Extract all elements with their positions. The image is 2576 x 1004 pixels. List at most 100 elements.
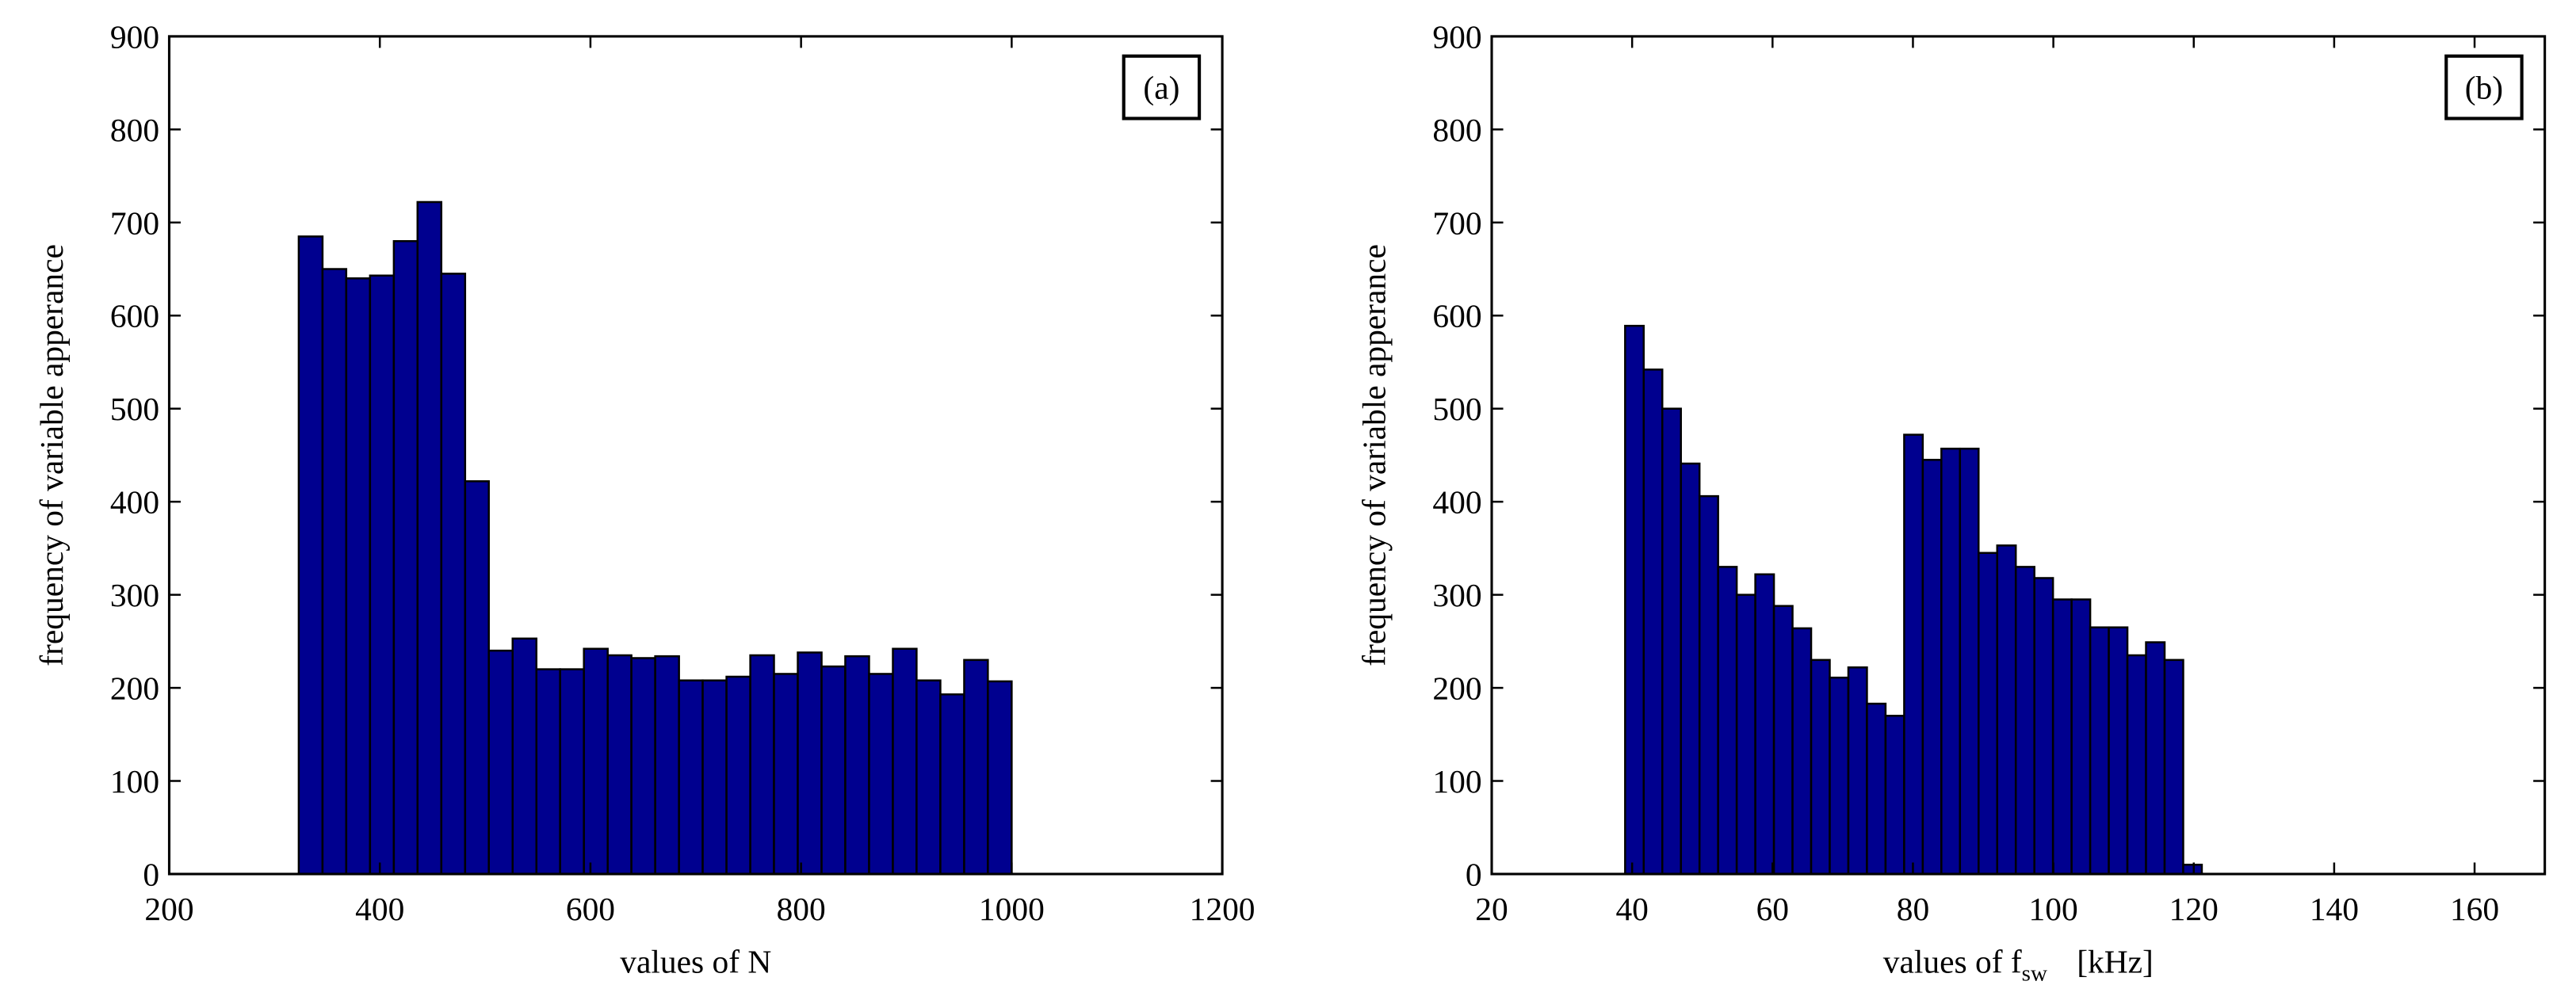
bar xyxy=(1754,573,1775,876)
bar xyxy=(892,647,918,876)
bar xyxy=(487,649,514,876)
bar xyxy=(583,647,609,876)
bar xyxy=(1772,605,1794,876)
bar xyxy=(2108,626,2129,876)
x-tick-label: 400 xyxy=(355,891,404,927)
bar xyxy=(369,274,396,876)
bar xyxy=(1921,459,1943,876)
y-tick-label: 700 xyxy=(1432,204,1481,241)
x-tick-label: 20 xyxy=(1475,891,1508,927)
y-tick-label: 100 xyxy=(110,763,159,800)
bar xyxy=(868,673,894,876)
bar xyxy=(2182,863,2203,876)
y-tick-label: 200 xyxy=(1432,670,1481,707)
y-axis-label: frequency of variable apperance xyxy=(1355,244,1392,666)
bar xyxy=(1996,544,2017,876)
y-tick-label: 800 xyxy=(110,112,159,148)
y-tick-label: 900 xyxy=(110,18,159,55)
x-tick-label: 60 xyxy=(1756,891,1789,927)
bar xyxy=(797,651,823,876)
bar xyxy=(1866,702,1887,876)
x-tick-label: 120 xyxy=(2169,891,2219,927)
bar xyxy=(701,679,728,876)
bar xyxy=(1791,627,1813,876)
x-tick-label: 1200 xyxy=(1190,891,1256,927)
y-tick-label: 400 xyxy=(110,484,159,521)
bar xyxy=(820,665,847,876)
bar xyxy=(773,673,799,876)
bar xyxy=(2089,626,2110,876)
x-tick-label: 200 xyxy=(144,891,193,927)
y-tick-label: 800 xyxy=(1432,112,1481,148)
x-axis-label-text: values of N xyxy=(620,943,771,979)
y-tick-label: 0 xyxy=(143,856,159,892)
x-axis-label-unit: [kHz] xyxy=(2077,943,2154,979)
bar xyxy=(844,655,870,876)
bar xyxy=(321,268,348,876)
y-tick-label: 700 xyxy=(110,204,159,241)
bar xyxy=(1978,552,1998,876)
x-axis-label: values of N xyxy=(620,943,771,979)
bar xyxy=(606,654,633,876)
y-tick-label: 500 xyxy=(1432,391,1481,427)
bar xyxy=(1661,407,1682,876)
y-tick-label: 400 xyxy=(1432,484,1481,521)
bar xyxy=(1829,676,1850,876)
bar xyxy=(416,200,443,876)
bar xyxy=(654,655,680,876)
x-tick-label: 40 xyxy=(1615,891,1648,927)
bar xyxy=(1624,324,1645,876)
bar xyxy=(345,277,372,876)
bar xyxy=(963,659,989,876)
y-tick-label: 100 xyxy=(1432,763,1481,800)
x-tick-label: 80 xyxy=(1897,891,1929,927)
x-tick-label: 1000 xyxy=(979,891,1045,927)
bar xyxy=(1810,659,1831,876)
plot-frame xyxy=(167,35,1224,876)
bar xyxy=(939,693,965,876)
bar xyxy=(440,273,467,876)
bar xyxy=(1642,368,1664,876)
bar xyxy=(725,675,751,876)
plot-frame xyxy=(1490,35,2547,876)
bar xyxy=(749,654,775,876)
bar xyxy=(559,668,585,876)
y-tick-label: 600 xyxy=(110,298,159,334)
bar xyxy=(2126,654,2147,876)
bar xyxy=(464,480,490,876)
x-axis-label: values of fsw [kHz] xyxy=(1883,943,2154,986)
bar xyxy=(1903,433,1924,876)
bar xyxy=(1698,494,1719,876)
y-tick-label: 500 xyxy=(110,391,159,427)
bar xyxy=(2145,641,2166,876)
bar xyxy=(678,679,704,876)
bar xyxy=(1884,715,1905,876)
bar xyxy=(1847,666,1868,876)
panel-label: (b) xyxy=(2465,70,2503,107)
x-tick-label: 800 xyxy=(777,891,826,927)
panel-label: (a) xyxy=(1143,70,1179,107)
bar xyxy=(2051,598,2073,876)
bar xyxy=(915,679,942,876)
bar xyxy=(2070,598,2092,876)
y-tick-label: 300 xyxy=(110,577,159,613)
x-tick-label: 100 xyxy=(2029,891,2078,927)
y-tick-label: 200 xyxy=(110,670,159,707)
bar xyxy=(1940,447,1962,876)
x-axis-label-text: values of f xyxy=(1883,943,2022,979)
bar xyxy=(535,668,561,876)
bar xyxy=(2163,659,2184,876)
x-tick-label: 140 xyxy=(2310,891,2359,927)
x-tick-label: 160 xyxy=(2450,891,2499,927)
y-tick-label: 600 xyxy=(1432,298,1481,334)
panel-label-box xyxy=(1122,54,1202,120)
bar xyxy=(1680,462,1701,876)
y-axis-label: frequency of variable apperance xyxy=(33,244,70,666)
bar xyxy=(2014,566,2035,876)
bar xyxy=(1717,566,1738,876)
y-tick-label: 300 xyxy=(1432,577,1481,613)
bar xyxy=(1735,594,1756,876)
bar xyxy=(511,637,538,876)
bar xyxy=(392,240,419,876)
